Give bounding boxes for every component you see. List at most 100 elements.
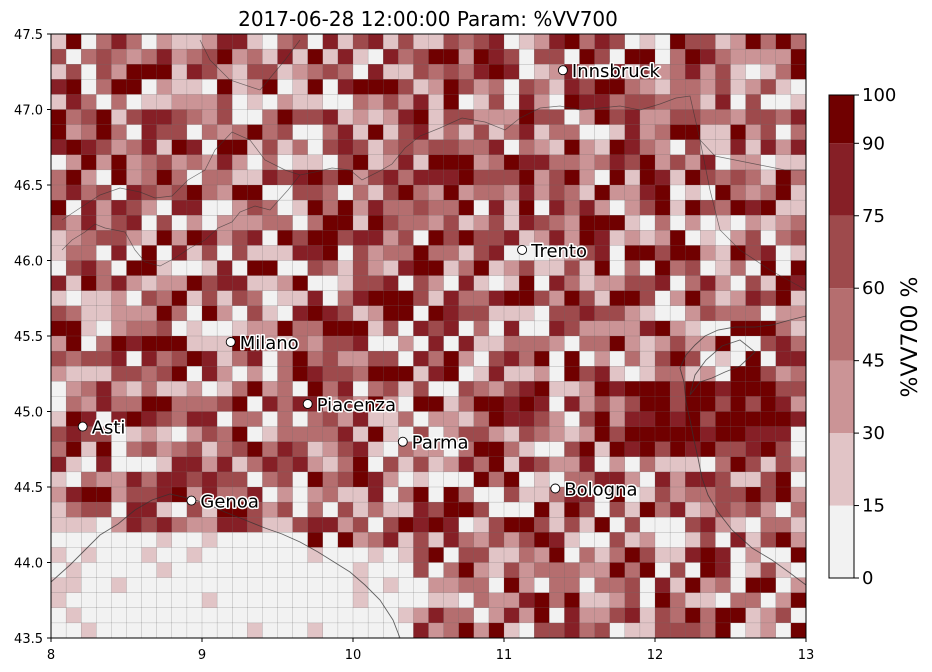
grid-cell (277, 139, 294, 156)
grid-cell (216, 33, 233, 50)
grid-cell (745, 396, 762, 412)
grid-cell (518, 501, 535, 518)
grid-cell (111, 79, 127, 95)
grid-cell (458, 139, 475, 156)
grid-cell (760, 592, 777, 609)
grid-cell (730, 592, 747, 609)
grid-cell (141, 426, 158, 443)
grid-cell (322, 366, 339, 382)
grid-cell (307, 260, 324, 277)
grid-cell (760, 396, 777, 412)
grid-cell (413, 562, 429, 579)
grid-cell (307, 124, 324, 141)
grid-cell (232, 592, 248, 609)
grid-cell (111, 532, 127, 548)
grid-cell (428, 230, 445, 246)
grid-cell (669, 215, 686, 231)
grid-cell (383, 350, 399, 367)
grid-cell (443, 411, 460, 428)
grid-cell (337, 486, 354, 503)
grid-cell (534, 290, 550, 307)
grid-cell (790, 290, 807, 307)
grid-cell (503, 501, 520, 518)
grid-cell (81, 366, 97, 382)
grid-cell (352, 154, 369, 171)
grid-cell (337, 290, 354, 307)
grid-cell (473, 124, 490, 141)
grid-cell (186, 350, 203, 367)
grid-cell (473, 577, 490, 594)
grid-cell (518, 562, 535, 579)
grid-cell (50, 184, 67, 201)
grid-cell (685, 109, 701, 126)
grid-cell (488, 562, 505, 579)
grid-cell (111, 456, 127, 473)
grid-cell (685, 184, 701, 201)
grid-cell (549, 290, 565, 307)
grid-cell (715, 366, 731, 382)
grid-cell (428, 215, 445, 231)
grid-cell (126, 426, 143, 443)
grid-cell (337, 305, 354, 322)
grid-cell (65, 577, 82, 594)
grid-cell (201, 184, 218, 201)
grid-cell (186, 532, 203, 548)
grid-cell (292, 109, 309, 126)
grid-cell (534, 426, 550, 443)
grid-cell (669, 381, 686, 397)
grid-cell (126, 622, 143, 639)
grid-cell (654, 547, 671, 563)
grid-cell (488, 48, 505, 65)
y-tick-label: 44.5 (14, 481, 43, 496)
grid-cell (50, 33, 67, 50)
grid-cell (745, 592, 762, 609)
grid-cell (141, 381, 158, 397)
grid-cell (81, 562, 97, 579)
grid-cell (790, 109, 807, 126)
grid-cell (730, 230, 747, 246)
grid-cell (156, 501, 173, 518)
grid-cell (579, 199, 596, 216)
grid-cell (775, 441, 792, 458)
grid-cell (790, 486, 807, 503)
grid-cell (277, 275, 294, 292)
grid-cell (216, 381, 233, 397)
grid-cell (609, 456, 626, 473)
grid-cell (745, 48, 762, 65)
grid-cell (111, 577, 127, 594)
grid-cell (141, 366, 158, 382)
grid-cell (775, 64, 792, 80)
grid-cell (232, 64, 248, 80)
grid-cell (65, 532, 82, 548)
grid-cell (171, 79, 188, 95)
grid-cell (65, 471, 82, 488)
grid-cell (609, 33, 626, 50)
grid-cell (443, 199, 460, 216)
grid-cell (443, 290, 460, 307)
grid-cell (307, 592, 324, 609)
grid-cell (141, 230, 158, 246)
grid-cell (790, 215, 807, 231)
grid-cell (624, 230, 641, 246)
grid-cell (790, 622, 807, 639)
grid-cell (398, 532, 414, 548)
grid-cell (352, 471, 369, 488)
grid-cell (367, 199, 384, 216)
grid-cell (96, 366, 112, 382)
grid-cell (473, 562, 490, 579)
grid-cell (171, 184, 188, 201)
grid-cell (685, 305, 701, 322)
grid-cell (292, 426, 309, 443)
grid-cell (383, 547, 399, 563)
grid-cell (549, 501, 565, 518)
grid-cell (549, 562, 565, 579)
grid-cell (65, 547, 82, 563)
colorbar-frame (828, 94, 855, 579)
grid-cell (775, 124, 792, 141)
grid-cell (126, 199, 143, 216)
grid-cell (488, 290, 505, 307)
grid-cell (232, 426, 248, 443)
grid-cell (156, 275, 173, 292)
grid-cell (654, 592, 671, 609)
grid-cell (367, 124, 384, 141)
